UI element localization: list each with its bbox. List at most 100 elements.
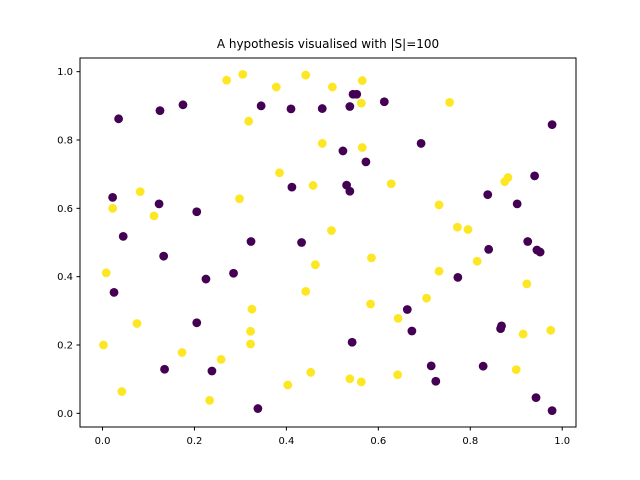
scatter-point-1-47 bbox=[511, 365, 521, 374]
scatter-point-1-41 bbox=[177, 348, 187, 357]
x-tick-label: 1.0 bbox=[554, 436, 570, 447]
scatter-point-0-26 bbox=[523, 237, 533, 246]
scatter-point-1-7 bbox=[445, 98, 454, 107]
scatter-point-0-24 bbox=[246, 237, 256, 246]
scatter-point-1-24 bbox=[367, 253, 376, 263]
scatter-point-0-32 bbox=[229, 268, 238, 278]
scatter-point-0-13 bbox=[361, 157, 371, 167]
scatter-point-0-0 bbox=[114, 114, 124, 124]
scatter-point-0-11 bbox=[416, 139, 426, 148]
scatter-point-1-6 bbox=[356, 98, 366, 108]
scatter-point-0-42 bbox=[207, 366, 217, 376]
scatter-point-1-23 bbox=[327, 226, 336, 235]
scatter-point-1-13 bbox=[386, 179, 396, 189]
scatter-point-0-12 bbox=[338, 146, 348, 156]
scatter-point-1-48 bbox=[283, 380, 293, 390]
scatter-point-0-9 bbox=[379, 97, 389, 107]
scatter-point-1-33 bbox=[422, 293, 431, 303]
x-tick-label: 0.4 bbox=[278, 436, 294, 447]
scatter-point-1-34 bbox=[132, 319, 142, 328]
scatter-point-1-4 bbox=[327, 82, 337, 92]
data-points bbox=[99, 70, 557, 415]
y-tick-label: 0.2 bbox=[57, 341, 73, 352]
scatter-point-1-2 bbox=[271, 82, 281, 92]
plot-frame bbox=[79, 57, 577, 428]
scatter-point-1-3 bbox=[301, 70, 311, 80]
scatter-point-1-5 bbox=[357, 76, 367, 85]
x-tick-label: 0.6 bbox=[370, 436, 386, 447]
scatter-point-0-35 bbox=[402, 305, 412, 314]
scatter-point-1-12 bbox=[308, 181, 318, 190]
scatter-point-0-41 bbox=[160, 364, 169, 374]
scatter-point-0-46 bbox=[531, 393, 541, 403]
y-tick-label: 0.6 bbox=[57, 204, 73, 215]
scatter-point-0-17 bbox=[108, 193, 118, 202]
scatter-point-0-25 bbox=[297, 238, 306, 247]
scatter-point-0-31 bbox=[201, 274, 211, 284]
y-tick-label: 1.0 bbox=[57, 67, 73, 78]
x-axis-ticks: 0.0 0.2 0.4 0.6 0.8 1.0 bbox=[95, 427, 570, 447]
scatter-point-1-26 bbox=[472, 256, 482, 266]
scatter-point-1-25 bbox=[310, 260, 320, 270]
y-axis-ticks: 0.0 0.2 0.4 0.6 0.8 1.0 bbox=[57, 67, 80, 420]
scatter-point-1-27 bbox=[101, 268, 111, 278]
x-tick-label: 0.8 bbox=[462, 436, 478, 447]
scatter-point-1-1 bbox=[238, 70, 248, 79]
scatter-point-1-35 bbox=[393, 313, 403, 323]
scatter-point-0-38 bbox=[496, 324, 506, 333]
scatter-point-1-21 bbox=[453, 222, 462, 232]
scatter-point-0-19 bbox=[192, 207, 202, 217]
scatter-point-1-46 bbox=[393, 370, 403, 380]
scatter-point-1-50 bbox=[205, 395, 215, 405]
x-tick-label: 0.2 bbox=[187, 436, 203, 447]
scatter-point-0-4 bbox=[286, 104, 296, 114]
scatter-point-1-30 bbox=[522, 279, 532, 289]
scatter-point-0-28 bbox=[535, 247, 545, 257]
scatter-point-0-21 bbox=[512, 199, 522, 209]
scatter-point-0-44 bbox=[431, 376, 441, 386]
scatter-point-1-29 bbox=[301, 286, 311, 296]
scatter-point-1-17 bbox=[235, 194, 244, 204]
y-tick-label: 0.8 bbox=[57, 136, 73, 147]
scatter-point-0-16 bbox=[287, 182, 297, 192]
scatter-point-1-39 bbox=[99, 340, 108, 350]
scatter-point-0-5 bbox=[317, 104, 327, 113]
scatter-point-0-23 bbox=[118, 231, 128, 241]
x-tick-label: 0.0 bbox=[95, 436, 111, 447]
scatter-point-1-38 bbox=[546, 325, 556, 335]
scatter-point-1-49 bbox=[117, 387, 127, 396]
scatter-point-1-19 bbox=[149, 211, 159, 221]
y-tick-label: 0.4 bbox=[57, 272, 73, 283]
scatter-point-1-44 bbox=[345, 374, 355, 384]
scatter-point-0-18 bbox=[154, 199, 164, 209]
scatter-point-0-29 bbox=[484, 244, 494, 254]
scatter-point-1-43 bbox=[306, 367, 316, 377]
scatter-point-1-8 bbox=[244, 116, 254, 126]
scatter-point-0-1 bbox=[155, 106, 165, 116]
scatter-point-1-11 bbox=[275, 168, 284, 178]
scatter-point-1-36 bbox=[246, 326, 255, 336]
scatter-point-1-20 bbox=[434, 200, 444, 210]
scatter-point-0-8 bbox=[352, 89, 362, 99]
scatter-point-1-28 bbox=[434, 266, 444, 276]
scatter-point-1-15 bbox=[503, 173, 513, 182]
chart-title: A hypothesis visualised with |S|=100 bbox=[217, 37, 439, 51]
scatter-point-0-39 bbox=[192, 318, 202, 328]
scatter-point-0-20 bbox=[483, 190, 493, 200]
scatter-point-0-22 bbox=[530, 171, 540, 181]
scatter-point-0-36 bbox=[407, 326, 417, 336]
scatter-point-1-31 bbox=[366, 299, 375, 309]
scatter-point-1-40 bbox=[246, 339, 255, 349]
y-tick-label: 0.0 bbox=[57, 409, 73, 420]
scatter-point-0-47 bbox=[547, 406, 557, 415]
scatter-point-1-42 bbox=[216, 354, 226, 364]
scatter-point-0-15 bbox=[345, 186, 355, 196]
scatter-point-0-10 bbox=[547, 120, 557, 130]
scatter-point-1-0 bbox=[222, 75, 232, 85]
scatter-point-0-6 bbox=[345, 102, 355, 111]
scatter-point-1-18 bbox=[108, 203, 118, 213]
scatter-point-1-37 bbox=[518, 329, 528, 339]
scatter-point-0-33 bbox=[453, 272, 463, 282]
